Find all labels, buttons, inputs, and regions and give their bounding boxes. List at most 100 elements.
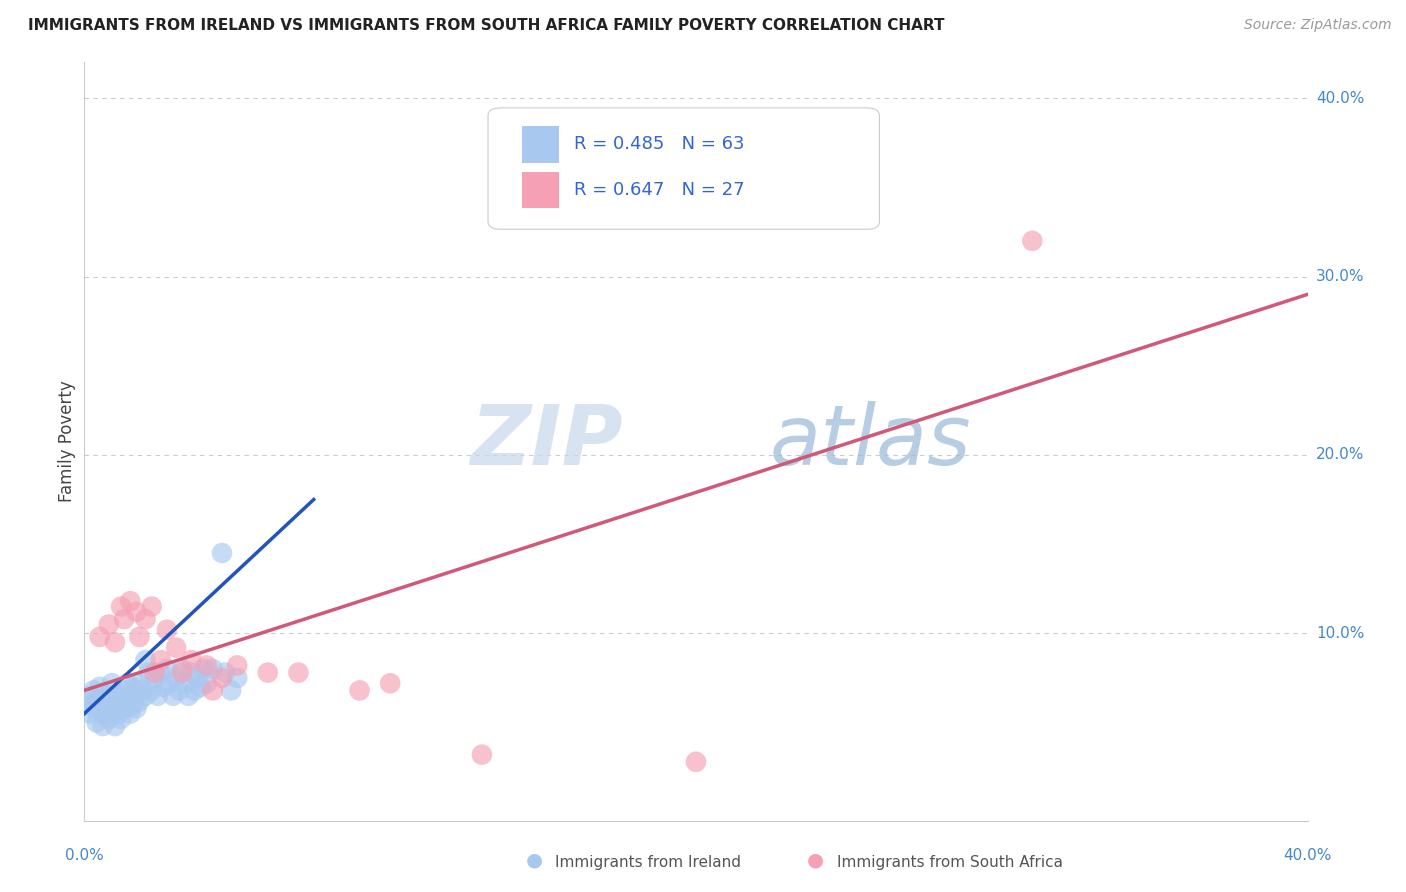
Point: [180, 653, 202, 667]
Point: [149, 665, 172, 680]
Point: [125, 683, 148, 698]
Text: 0.0%: 0.0%: [65, 848, 104, 863]
Point: [89, 680, 111, 694]
Point: [125, 701, 148, 715]
Point: [143, 671, 166, 685]
Text: ●: ●: [807, 851, 824, 870]
Point: [159, 676, 181, 690]
Point: [120, 594, 142, 608]
Point: [177, 689, 200, 703]
Text: 30.0%: 30.0%: [1316, 269, 1364, 284]
Point: [149, 653, 172, 667]
Point: [211, 546, 233, 560]
Text: 40.0%: 40.0%: [1284, 848, 1331, 863]
Point: [141, 683, 163, 698]
Point: [91, 719, 114, 733]
Point: [167, 683, 190, 698]
Point: [257, 665, 280, 680]
Point: [107, 706, 129, 721]
Point: [94, 701, 117, 715]
Point: [214, 665, 236, 680]
Point: [471, 747, 494, 762]
Point: [186, 671, 208, 685]
Point: [195, 676, 218, 690]
Point: [79, 706, 101, 721]
Point: [685, 755, 707, 769]
Point: [287, 665, 309, 680]
Point: [83, 701, 105, 715]
Point: [128, 630, 150, 644]
Point: [380, 676, 402, 690]
Text: R = 0.647   N = 27: R = 0.647 N = 27: [574, 181, 744, 199]
Point: [153, 680, 176, 694]
Point: [190, 680, 212, 694]
Text: 40.0%: 40.0%: [1316, 91, 1364, 105]
Point: [226, 658, 249, 673]
Text: 20.0%: 20.0%: [1316, 448, 1364, 462]
Point: [86, 694, 108, 708]
Point: [101, 676, 124, 690]
Point: [1021, 234, 1043, 248]
Point: [104, 719, 127, 733]
Point: [89, 698, 111, 712]
Point: [135, 612, 157, 626]
Point: [110, 599, 132, 614]
Text: Immigrants from Ireland: Immigrants from Ireland: [555, 855, 741, 870]
Point: [101, 701, 124, 715]
Point: [97, 712, 120, 726]
Point: [110, 712, 132, 726]
Point: [122, 680, 145, 694]
Point: [183, 683, 205, 698]
Point: [172, 662, 194, 676]
FancyBboxPatch shape: [488, 108, 880, 229]
Text: 10.0%: 10.0%: [1316, 626, 1364, 640]
Point: [201, 662, 224, 676]
Point: [172, 665, 194, 680]
Text: ●: ●: [526, 851, 543, 870]
Point: [76, 698, 98, 712]
Point: [146, 689, 169, 703]
Point: [162, 689, 184, 703]
Point: [165, 671, 187, 685]
Bar: [522, 171, 560, 208]
Point: [131, 683, 153, 698]
Point: [135, 689, 157, 703]
Text: Source: ZipAtlas.com: Source: ZipAtlas.com: [1244, 18, 1392, 32]
Point: [112, 612, 135, 626]
Text: ZIP: ZIP: [470, 401, 623, 482]
Point: [79, 689, 101, 703]
Point: [97, 617, 120, 632]
Point: [135, 653, 157, 667]
Y-axis label: Family Poverty: Family Poverty: [58, 381, 76, 502]
Point: [91, 706, 114, 721]
Text: R = 0.485   N = 63: R = 0.485 N = 63: [574, 136, 744, 153]
Text: Immigrants from South Africa: Immigrants from South Africa: [837, 855, 1063, 870]
Point: [180, 665, 202, 680]
Point: [115, 676, 138, 690]
Point: [104, 635, 127, 649]
Point: [86, 715, 108, 730]
Point: [110, 694, 132, 708]
Point: [120, 706, 142, 721]
Point: [97, 689, 120, 703]
Point: [138, 665, 160, 680]
Point: [125, 605, 148, 619]
Point: [107, 689, 129, 703]
Point: [104, 698, 127, 712]
Point: [219, 683, 242, 698]
Point: [165, 640, 187, 655]
Point: [94, 692, 117, 706]
Bar: [522, 126, 560, 162]
Point: [141, 599, 163, 614]
Point: [226, 671, 249, 685]
Point: [211, 671, 233, 685]
Point: [156, 623, 179, 637]
Point: [174, 676, 197, 690]
Point: [115, 694, 138, 708]
Point: [122, 698, 145, 712]
Point: [112, 683, 135, 698]
Point: [349, 683, 371, 698]
Point: [143, 665, 166, 680]
Text: atlas: atlas: [769, 401, 972, 482]
Point: [193, 662, 215, 676]
